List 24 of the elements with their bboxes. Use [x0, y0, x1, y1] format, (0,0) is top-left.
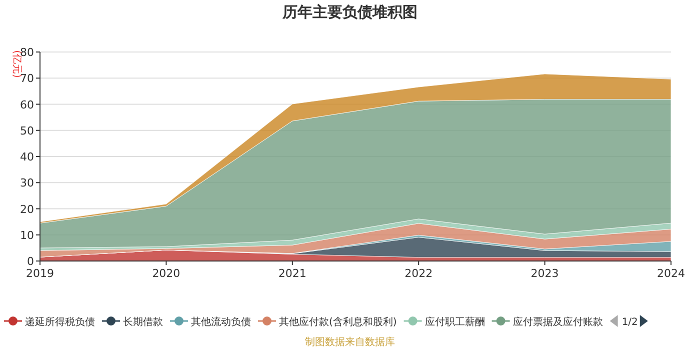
y-tick-label: 0 [27, 255, 34, 268]
text: 制图数据来自数据库 [305, 336, 395, 348]
y-tick-label: 50 [20, 124, 34, 138]
legend-label: 应付票据及应付账款 [512, 316, 603, 328]
legend-label: 其他应付款(含利息和股利) [279, 316, 397, 328]
x-tick-label: 2020 [152, 267, 180, 280]
y-axis-title: (亿元) [11, 50, 22, 78]
y-tick-label: 30 [20, 176, 34, 190]
y-tick-label: 60 [20, 98, 34, 112]
y-tick-label: 20 [20, 202, 34, 216]
x-tick-label: 2019 [26, 267, 54, 280]
x-tick-label: 2021 [278, 267, 306, 280]
x-tick-label: 2024 [657, 267, 685, 280]
legend-label: 应付职工薪酬 [424, 316, 485, 328]
y-tick-label: 10 [20, 228, 34, 242]
x-tick-label: 2022 [404, 267, 433, 280]
y-tick-label: 70 [20, 72, 34, 86]
text: 1/2 [622, 317, 638, 328]
legend-label: 其他流动负债 [191, 316, 251, 328]
chart-title: 历年主要负债堆积图 [282, 3, 418, 21]
legend-label: 递延所得税负债 [25, 316, 95, 328]
y-tick-label: 40 [20, 150, 34, 164]
x-tick-label: 2023 [530, 267, 559, 280]
legend-label: 长期借款 [123, 316, 163, 328]
